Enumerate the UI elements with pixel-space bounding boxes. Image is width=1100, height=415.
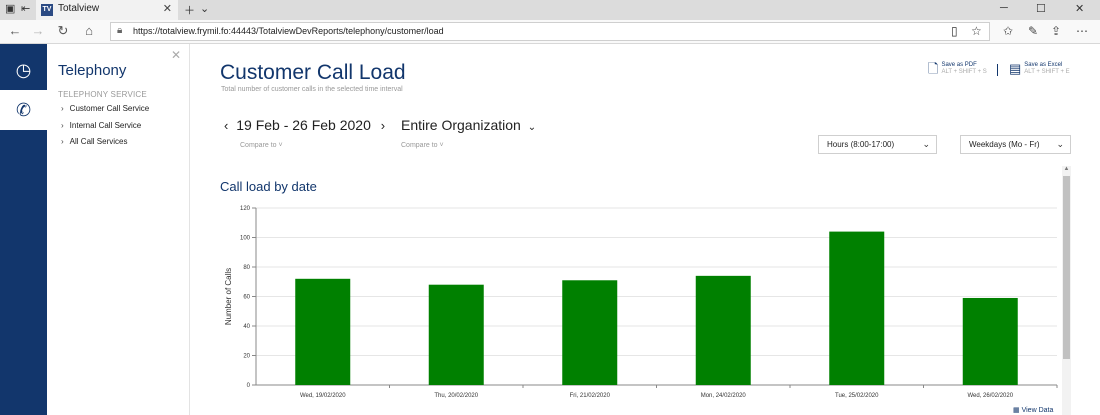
previous-period-icon[interactable]: ‹ <box>224 118 229 133</box>
view-data-label: View Data <box>1021 407 1054 414</box>
organization-dropdown[interactable]: Entire Organization ⌄ <box>401 117 536 133</box>
vertical-scrollbar[interactable]: ▲ <box>1062 166 1071 415</box>
chevron-down-icon: ⌄ <box>1056 139 1064 149</box>
address-bar[interactable]: 🔒︎ https://totalview.frymil.fo:44443/Tot… <box>110 22 990 41</box>
compare-label: Compare to <box>240 142 277 149</box>
home-icon[interactable]: ⌂ <box>85 23 93 38</box>
page-subtitle: Total number of customer calls in the se… <box>221 86 403 93</box>
sidebar-item-customer-call-service[interactable]: › Customer Call Service <box>61 104 149 113</box>
phone-icon: ✆ <box>15 99 32 120</box>
save-as-excel-shortcut: ALT + SHIFT + E <box>1024 69 1070 75</box>
chevron-down-icon: ˅ <box>278 142 283 149</box>
view-data-button[interactable]: ▦ View Data <box>1013 406 1053 414</box>
tab-actions-icon[interactable]: ▣ <box>5 3 16 15</box>
next-period-icon[interactable]: › <box>380 118 386 133</box>
forward-icon[interactable]: → <box>31 23 45 38</box>
back-icon[interactable]: ← <box>8 23 22 38</box>
clock-icon: ◷ <box>15 59 32 80</box>
browser-tab[interactable]: TV Totalview ✕ <box>36 0 178 20</box>
compare-label: Compare to <box>401 142 438 149</box>
share-icon[interactable]: ⇪ <box>1051 24 1062 38</box>
sidebar-item-label: Internal Call Service <box>69 121 142 130</box>
sidebar-item-label: Customer Call Service <box>69 104 150 113</box>
scroll-up-icon[interactable]: ▲ <box>1063 166 1070 172</box>
favorites-icon[interactable]: ✩ <box>1003 24 1014 38</box>
scroll-thumb[interactable] <box>1063 176 1070 359</box>
chevron-right-icon: › <box>61 104 64 113</box>
save-as-pdf-button[interactable]: 🗋︎ Save as PDF ALT + SHIFT + S <box>928 62 987 76</box>
chevron-down-icon: ˅ <box>439 142 444 149</box>
days-select-value: Weekdays (Mo - Fr) <box>969 140 1040 149</box>
hours-select-value: Hours (8:00-17:00) <box>827 140 895 149</box>
compare-date-dropdown[interactable]: Compare to ˅ <box>240 142 283 149</box>
date-range-navigator: ‹ 19 Feb - 26 Feb 2020 › <box>224 117 385 133</box>
tab-list-chevron-icon[interactable]: ⌄ <box>200 3 210 15</box>
minimize-icon[interactable]: ─ <box>1000 2 1008 14</box>
pin-icon[interactable]: ✕ <box>171 48 182 62</box>
refresh-icon[interactable]: ↻ <box>57 23 69 38</box>
rail-item-history[interactable]: ◷ <box>0 50 47 90</box>
page-title: Customer Call Load <box>220 61 406 84</box>
rail-item-telephony[interactable]: ✆ <box>0 90 47 130</box>
sidebar: ✕ Telephony TELEPHONY SERVICE › Customer … <box>47 44 190 415</box>
sidebar-section-heading: TELEPHONY SERVICE <box>58 90 147 99</box>
reading-view-icon[interactable]: ▯ <box>951 24 958 38</box>
chevron-down-icon: ⌄ <box>922 139 930 149</box>
excel-file-icon: ▤ <box>1009 61 1022 76</box>
favorite-star-icon[interactable]: ☆ <box>971 24 982 38</box>
lock-icon: 🔒︎ <box>117 25 123 36</box>
notes-pen-icon[interactable]: ✎ <box>1028 24 1039 38</box>
maximize-icon[interactable]: ☐ <box>1036 3 1046 15</box>
browser-tab-bar: ▣ ⇤ TV Totalview ✕ ＋ ⌄ ─ ☐ ✕ <box>0 0 1100 20</box>
chevron-down-icon: ⌄ <box>527 122 537 133</box>
date-range-label[interactable]: 19 Feb - 26 Feb 2020 <box>236 117 371 133</box>
save-as-excel-label: Save as Excel <box>1024 62 1063 68</box>
pdf-file-icon: 🗋︎ <box>928 61 939 76</box>
sidebar-item-label: All Call Services <box>69 137 128 146</box>
address-url[interactable]: https://totalview.frymil.fo:44443/Totalv… <box>133 26 444 36</box>
set-aside-tabs-icon[interactable]: ⇤ <box>21 3 31 15</box>
chart-title: Call load by date <box>220 179 317 194</box>
days-select[interactable]: Weekdays (Mo - Fr) ⌄ <box>960 135 1071 154</box>
chevron-right-icon: › <box>61 121 64 130</box>
sidebar-title: Telephony <box>58 62 127 79</box>
hours-select[interactable]: Hours (8:00-17:00) ⌄ <box>818 135 937 154</box>
window-close-icon[interactable]: ✕ <box>1075 3 1085 15</box>
browser-nav-bar: ← → ↻ ⌂ 🔒︎ https://totalview.frymil.fo:4… <box>0 20 1100 44</box>
close-tab-icon[interactable]: ✕ <box>162 3 172 15</box>
compare-organization-dropdown[interactable]: Compare to ˅ <box>401 142 444 149</box>
export-divider <box>997 64 998 76</box>
save-as-excel-button[interactable]: ▤ Save as Excel ALT + SHIFT + E <box>1009 62 1070 76</box>
more-options-icon[interactable]: ⋯ <box>1076 24 1088 38</box>
chevron-right-icon: › <box>61 137 64 146</box>
totalview-favicon-icon: TV <box>41 4 53 16</box>
organization-label: Entire Organization <box>401 117 521 133</box>
save-as-pdf-label: Save as PDF <box>941 62 977 68</box>
new-tab-icon[interactable]: ＋ <box>184 5 195 17</box>
main-content: Customer Call Load Total number of custo… <box>190 44 1100 415</box>
table-icon: ▦ <box>1013 407 1020 414</box>
app-rail: ◷ ✆ <box>0 44 47 415</box>
sidebar-item-internal-call-service[interactable]: › Internal Call Service <box>61 121 141 130</box>
sidebar-item-all-call-services[interactable]: › All Call Services <box>61 137 127 146</box>
tab-title: Totalview <box>58 3 100 14</box>
save-as-pdf-shortcut: ALT + SHIFT + S <box>941 69 987 75</box>
